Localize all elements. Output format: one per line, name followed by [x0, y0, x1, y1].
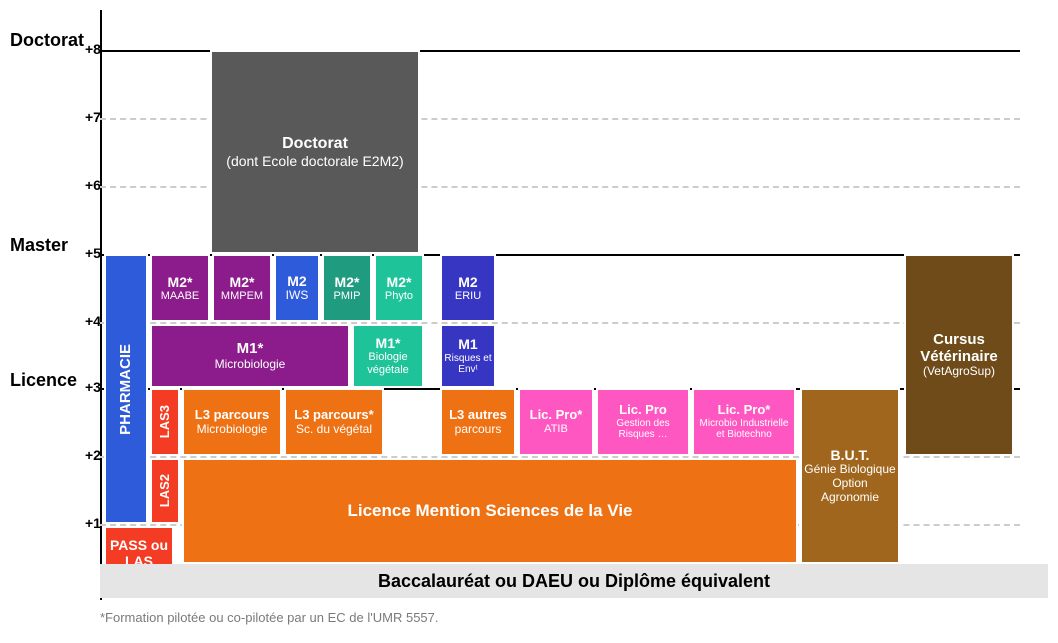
box-title: M2* [335, 274, 360, 290]
box-licpro-risques: Lic. ProGestion des Risques … [596, 388, 690, 456]
box-las3: LAS3 [150, 388, 180, 456]
box-title: Lic. Pro* [530, 408, 583, 423]
box-licence-big: Licence Mention Sciences de la Vie [182, 458, 798, 564]
box-m2-phyto: M2*Phyto [374, 254, 424, 322]
box-sub: Sc. du végétal [296, 423, 372, 437]
section-label-doctorat: Doctorat [10, 30, 84, 51]
box-m2-iws: M2IWS [274, 254, 320, 322]
box-sub: PMIP [334, 290, 361, 303]
box-title: B.U.T. [831, 447, 870, 463]
box-title: M1* [237, 340, 264, 357]
tick-8: +8 [85, 41, 101, 57]
box-title: LAS2 [158, 474, 173, 507]
diagram-canvas: Doctorat Master Licence +8 +7 +6 +5 +4 +… [0, 0, 1058, 643]
box-title: Lic. Pro* [718, 403, 771, 418]
box-title: L3 parcours [195, 408, 269, 423]
box-sub: Génie Biologique Option Agronomie [804, 463, 896, 504]
box-sub: MMPEM [221, 290, 263, 303]
box-title: M1 [458, 336, 477, 352]
box-sub: (VetAgroSup) [923, 365, 995, 379]
y-axis [100, 10, 102, 600]
box-title: M2* [168, 274, 193, 290]
box-title: PHARMACIE [117, 344, 134, 435]
box-sub: Risques et Envᵗ [444, 353, 492, 376]
box-m2-mmpem: M2*MMPEM [212, 254, 272, 322]
section-label-master: Master [10, 235, 68, 256]
box-title: M2* [230, 274, 255, 290]
box-title: Lic. Pro [619, 403, 667, 418]
baseline-bar: Baccalauréat ou DAEU ou Diplôme équivale… [100, 564, 1048, 598]
box-title: M2 [287, 273, 306, 289]
tick-3: +3 [85, 379, 101, 395]
box-sub: ERIU [455, 290, 481, 303]
footnote: *Formation pilotée ou co-pilotée par un … [100, 610, 439, 625]
box-licpro-atib: Lic. Pro*ATIB [518, 388, 594, 456]
box-title: M2 [458, 274, 477, 290]
box-sub: Gestion des Risques … [600, 418, 686, 441]
tick-7: +7 [85, 109, 101, 125]
box-licpro-microbio: Lic. Pro*Microbio Industrielle et Biotec… [692, 388, 796, 456]
box-sub: (dont Ecole doctorale E2M2) [226, 153, 403, 169]
box-l3-micro: L3 parcoursMicrobiologie [182, 388, 282, 456]
box-title: LAS3 [158, 405, 173, 438]
tick-1: +1 [85, 515, 101, 531]
box-m2-eriu: M2ERIU [440, 254, 496, 322]
box-m2-maabe: M2*MAABE [150, 254, 210, 322]
box-title: L3 parcours* [294, 408, 373, 423]
box-las2: LAS2 [150, 458, 180, 524]
box-title: Licence Mention Sciences de la Vie [347, 501, 632, 521]
box-sub: Microbiologie [197, 423, 268, 437]
box-but: B.U.T.Génie Biologique Option Agronomie [800, 388, 900, 564]
box-sub: Microbio Industrielle et Biotechno [696, 418, 792, 441]
box-sub: Phyto [385, 290, 413, 303]
box-doctorat: Doctorat (dont Ecole doctorale E2M2) [210, 50, 420, 254]
box-title: L3 autres [449, 408, 507, 423]
box-pharmacie: PHARMACIE [104, 254, 148, 524]
box-m2-pmip: M2*PMIP [322, 254, 372, 322]
tick-5: +5 [85, 245, 101, 261]
tick-2: +2 [85, 447, 101, 463]
box-title: Cursus Vétérinaire [908, 331, 1010, 366]
box-m1-risques: M1Risques et Envᵗ [440, 324, 496, 388]
box-vet: Cursus Vétérinaire(VetAgroSup) [904, 254, 1014, 456]
box-l3-veg: L3 parcours*Sc. du végétal [284, 388, 384, 456]
box-sub: IWS [286, 289, 309, 303]
tick-6: +6 [85, 177, 101, 193]
box-title: M2* [387, 274, 412, 290]
box-l3-autres: L3 autresparcours [440, 388, 516, 456]
box-m1-bioveg: M1*Biologie végétale [352, 324, 424, 388]
box-sub: Microbiologie [215, 358, 286, 372]
box-sub: MAABE [161, 290, 200, 303]
box-sub: ATIB [544, 423, 568, 436]
box-sub: Biologie végétale [356, 351, 420, 376]
box-sub: parcours [455, 423, 502, 437]
box-title: Doctorat [282, 135, 348, 153]
section-label-licence: Licence [10, 370, 77, 391]
box-m1-micro: M1*Microbiologie [150, 324, 350, 388]
box-title: M1* [376, 335, 401, 351]
tick-4: +4 [85, 313, 101, 329]
